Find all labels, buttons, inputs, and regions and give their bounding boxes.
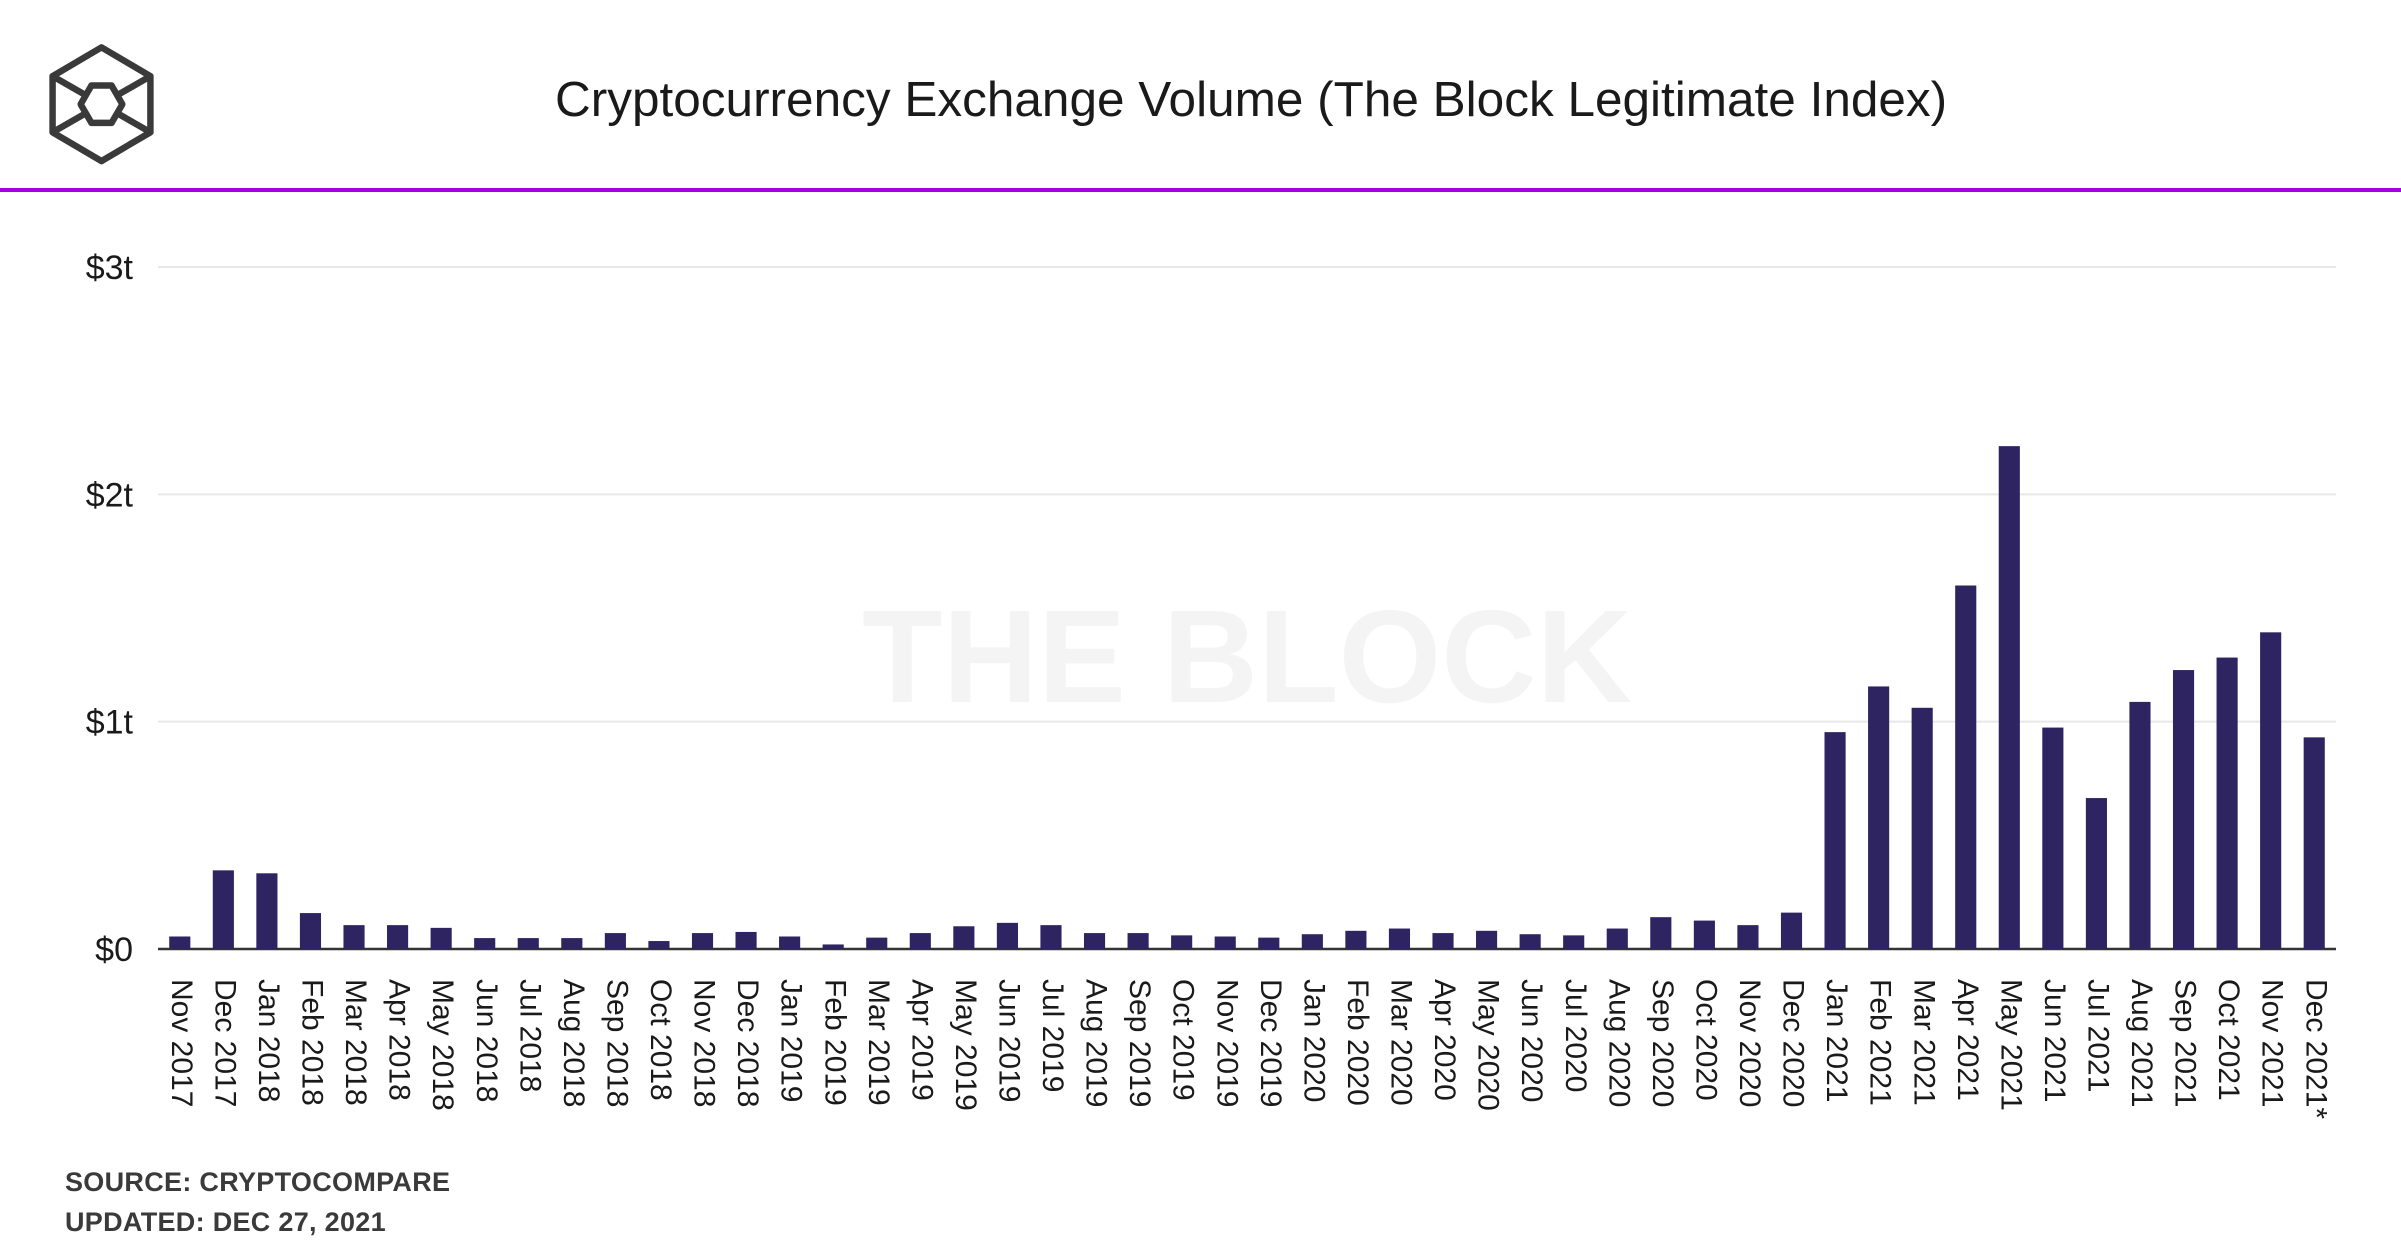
svg-text:THE BLOCK: THE BLOCK [862,583,1632,730]
svg-text:May 2020: May 2020 [1472,979,1505,1111]
svg-text:Aug 2021: Aug 2021 [2125,979,2158,1107]
svg-text:Oct 2019: Oct 2019 [1167,979,1200,1101]
svg-text:Jul 2018: Jul 2018 [513,979,546,1092]
svg-text:$3t: $3t [86,249,134,287]
svg-text:Apr 2021: Apr 2021 [1951,979,1984,1101]
svg-text:Aug 2018: Aug 2018 [557,979,590,1107]
svg-text:Jun 2020: Jun 2020 [1515,979,1548,1102]
svg-text:Aug 2019: Aug 2019 [1080,979,1113,1107]
svg-text:Jan 2020: Jan 2020 [1297,979,1330,1102]
svg-text:Jun 2018: Jun 2018 [470,979,503,1102]
svg-text:Mar 2020: Mar 2020 [1385,979,1418,1106]
svg-text:Jan 2019: Jan 2019 [775,979,808,1102]
svg-text:Nov 2017: Nov 2017 [165,979,198,1107]
svg-text:Jul 2021: Jul 2021 [2081,979,2114,1092]
svg-text:Sep 2021: Sep 2021 [2169,979,2202,1107]
svg-text:Dec 2021*: Dec 2021* [2299,979,2332,1119]
svg-text:Dec 2019: Dec 2019 [1254,979,1287,1107]
svg-text:Jun 2021: Jun 2021 [2038,979,2071,1102]
svg-text:Feb 2019: Feb 2019 [818,979,851,1106]
svg-text:Dec 2018: Dec 2018 [731,979,764,1107]
svg-text:Sep 2020: Sep 2020 [1646,979,1679,1107]
svg-text:Apr 2020: Apr 2020 [1428,979,1461,1101]
svg-text:Mar 2019: Mar 2019 [862,979,895,1106]
svg-text:Nov 2020: Nov 2020 [1733,979,1766,1107]
svg-text:Dec 2020: Dec 2020 [1777,979,1810,1107]
svg-text:Apr 2019: Apr 2019 [905,979,938,1101]
svg-text:Oct 2021: Oct 2021 [2212,979,2245,1101]
svg-text:Nov 2018: Nov 2018 [688,979,721,1107]
svg-text:May 2019: May 2019 [949,979,982,1111]
svg-text:Apr 2018: Apr 2018 [383,979,416,1101]
svg-text:Nov 2019: Nov 2019 [1210,979,1243,1107]
svg-text:$2t: $2t [86,476,134,514]
svg-text:Jul 2020: Jul 2020 [1559,979,1592,1092]
svg-text:May 2021: May 2021 [1994,979,2027,1111]
svg-text:Jan 2021: Jan 2021 [1820,979,1853,1102]
svg-text:Feb 2020: Feb 2020 [1341,979,1374,1106]
svg-text:May 2018: May 2018 [426,979,459,1111]
svg-text:Oct 2020: Oct 2020 [1689,979,1722,1101]
svg-text:Sep 2019: Sep 2019 [1123,979,1156,1107]
svg-text:Jul 2019: Jul 2019 [1036,979,1069,1092]
svg-text:Mar 2021: Mar 2021 [1907,979,1940,1106]
svg-text:Jun 2019: Jun 2019 [992,979,1025,1102]
svg-text:Feb 2021: Feb 2021 [1864,979,1897,1106]
svg-text:$1t: $1t [86,704,134,742]
svg-text:Oct 2018: Oct 2018 [644,979,677,1101]
svg-text:Nov 2021: Nov 2021 [2256,979,2289,1107]
svg-text:Mar 2018: Mar 2018 [339,979,372,1106]
svg-text:Jan 2018: Jan 2018 [252,979,285,1102]
svg-text:Dec 2017: Dec 2017 [208,979,241,1107]
svg-text:$0: $0 [95,931,133,969]
svg-text:Sep 2018: Sep 2018 [600,979,633,1107]
svg-text:Aug 2020: Aug 2020 [1602,979,1635,1107]
svg-text:Feb 2018: Feb 2018 [296,979,329,1106]
